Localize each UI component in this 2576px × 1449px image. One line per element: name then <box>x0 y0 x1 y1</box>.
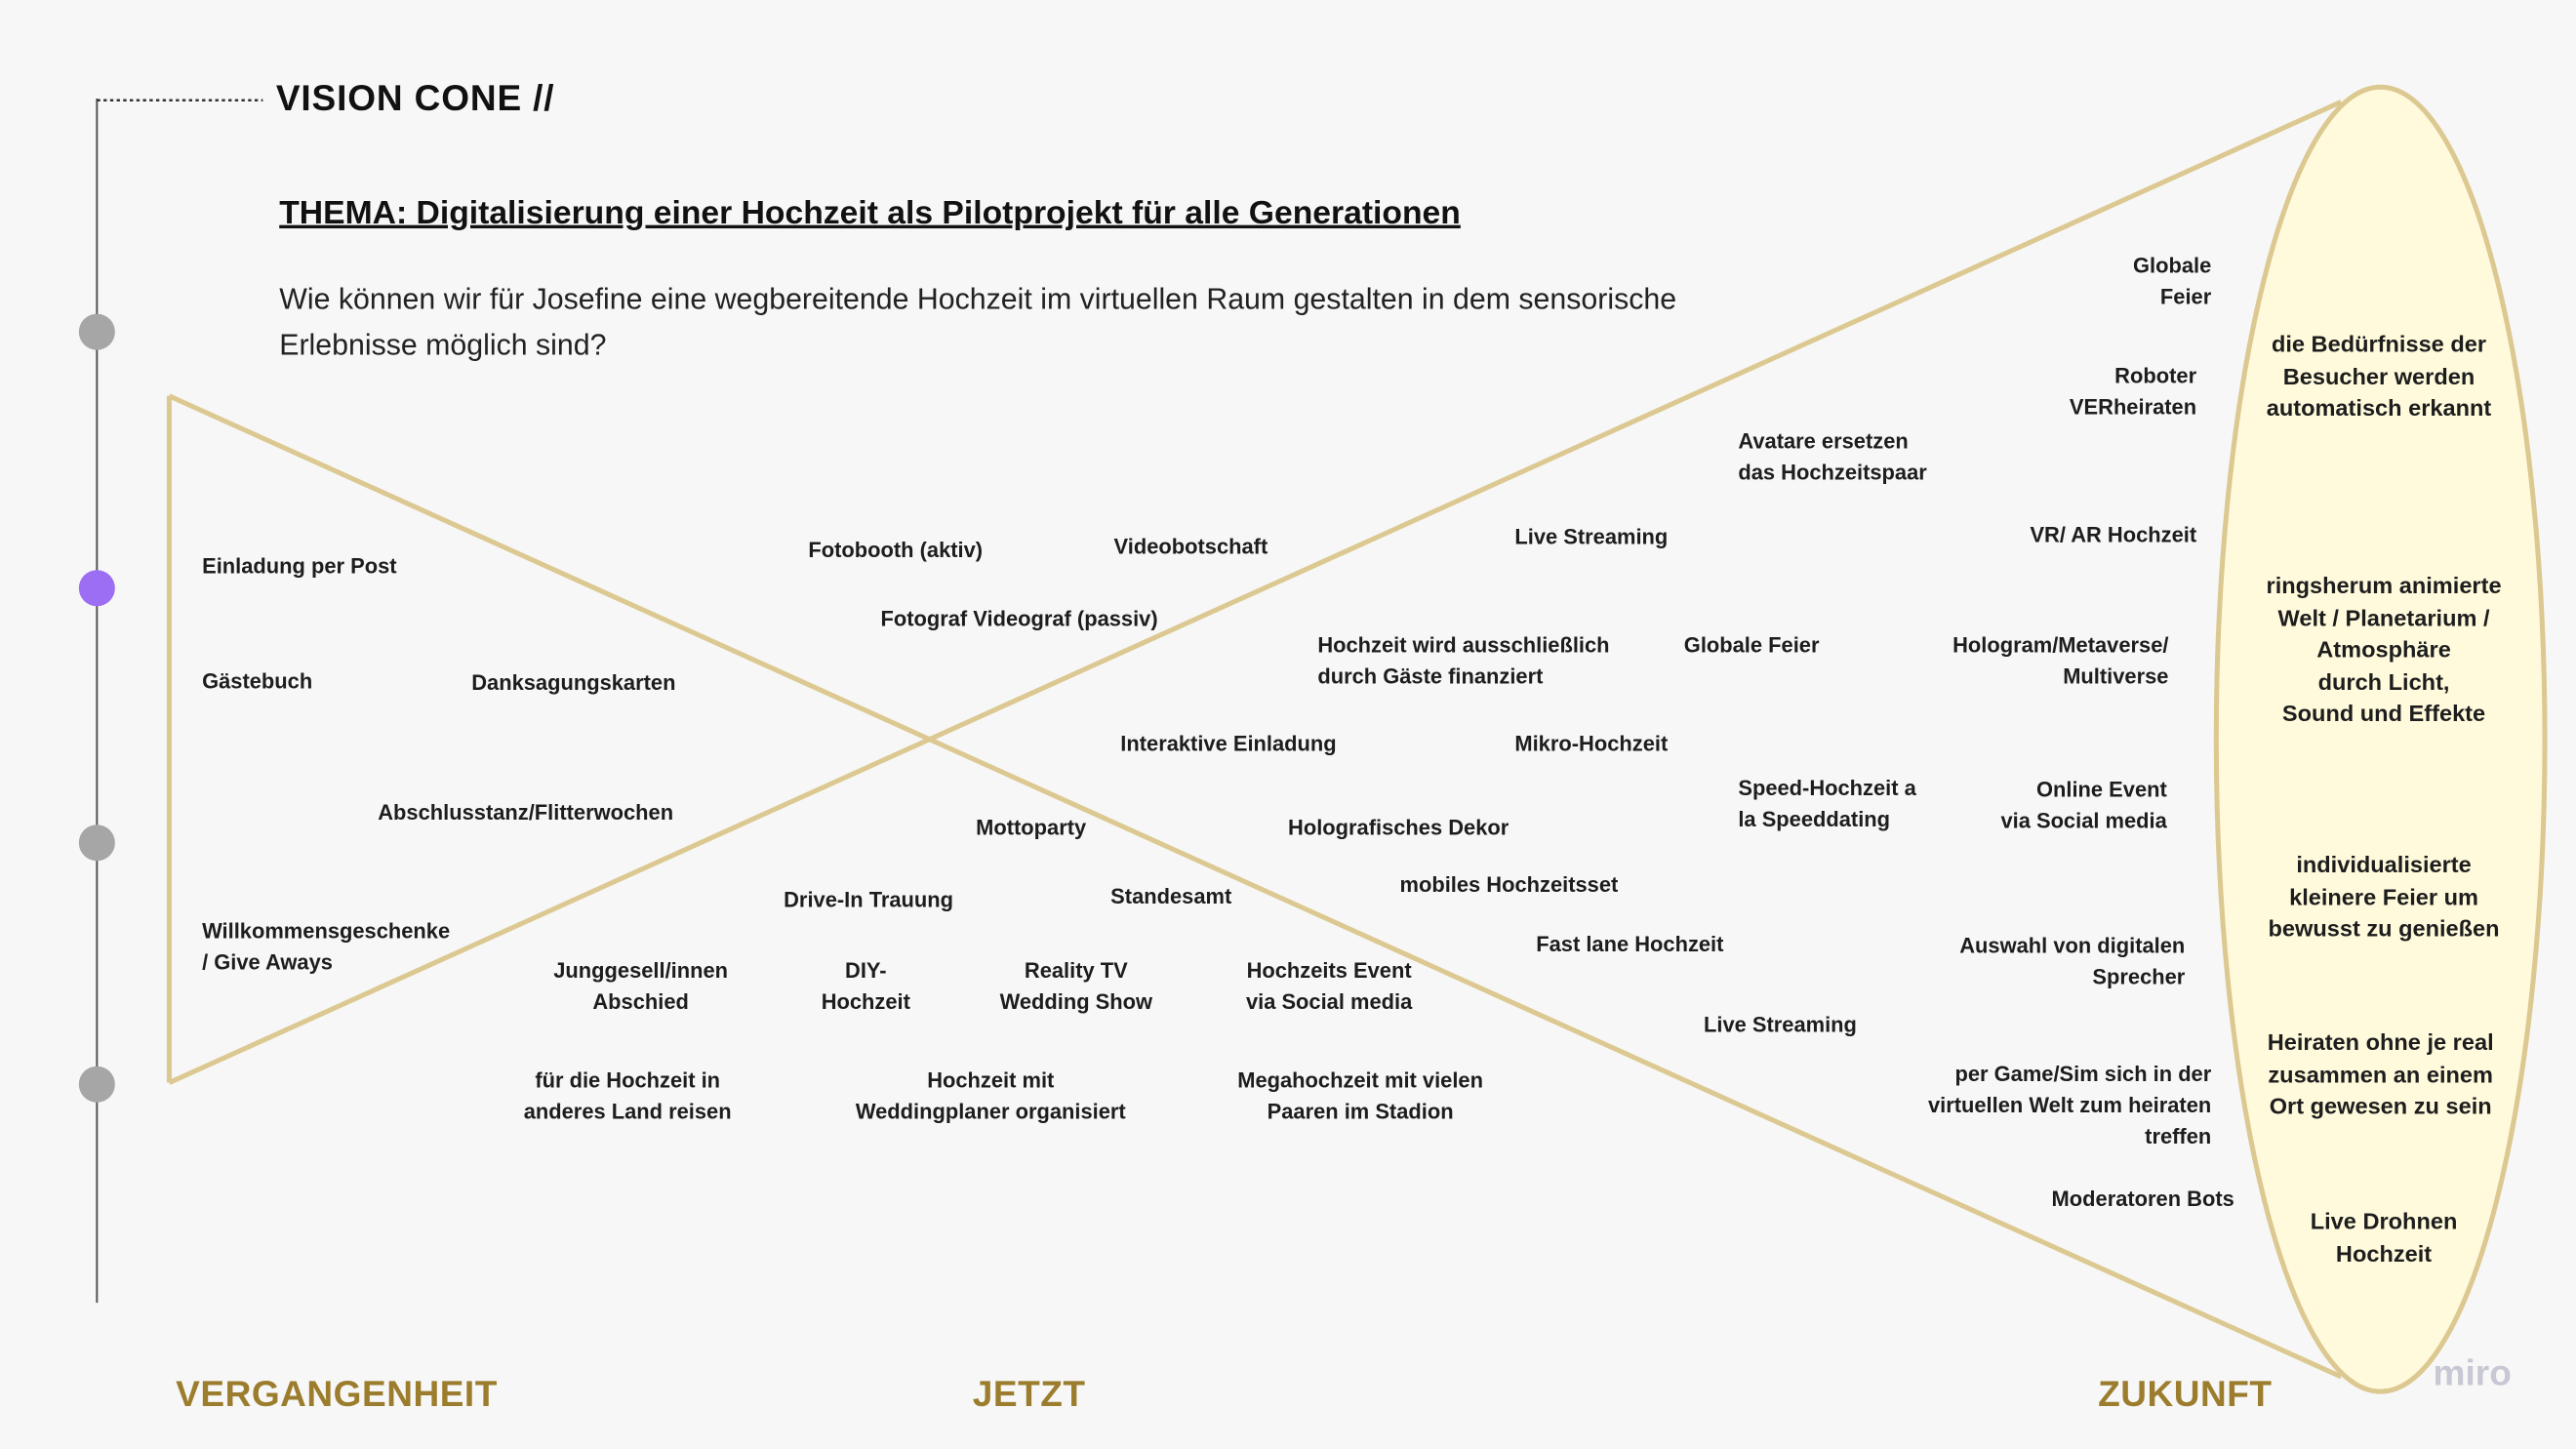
idea-note[interactable]: Hochzeit wird ausschließlich durch Gäste… <box>1317 632 1610 689</box>
idea-note[interactable]: Junggesell/innen Abschied <box>553 957 729 1014</box>
phase-label-now: JETZT <box>972 1373 1086 1415</box>
cone-line-down <box>168 393 2343 1380</box>
idea-note[interactable]: Hochzeit mit Weddingplaner organisiert <box>855 1067 1126 1124</box>
idea-note[interactable]: Hologram/Metaverse/ Multiverse <box>1952 632 2169 689</box>
idea-note[interactable]: DIY- Hochzeit <box>821 957 910 1014</box>
idea-note[interactable]: Willkommensgeschenke / Give Aways <box>202 918 451 975</box>
phase-label-future: ZUKUNFT <box>2098 1373 2273 1415</box>
idea-note[interactable]: Interaktive Einladung <box>1120 731 1337 756</box>
timeline-dot <box>78 1066 115 1103</box>
vision-note[interactable]: Live Drohnen Hochzeit <box>2310 1207 2458 1267</box>
idea-note[interactable]: Globale Feier <box>2132 253 2212 309</box>
idea-note[interactable]: Live Streaming <box>1514 524 1669 549</box>
idea-note[interactable]: Reality TV Wedding Show <box>999 957 1153 1014</box>
vision-note[interactable]: ringsherum animierte Welt / Planetarium … <box>2266 571 2502 727</box>
idea-note[interactable]: per Game/Sim sich in der virtuellen Welt… <box>1927 1061 2212 1148</box>
idea-note[interactable]: Abschlusstanz/Flitterwochen <box>378 799 674 825</box>
topic-heading: THEMA: Digitalisierung einer Hochzeit al… <box>279 195 1461 232</box>
idea-note[interactable]: Einladung per Post <box>202 553 397 579</box>
idea-note[interactable]: Hochzeits Event via Social media <box>1245 957 1413 1014</box>
idea-note[interactable]: Drive-In Trauung <box>784 887 954 912</box>
vision-note[interactable]: die Bedürfnisse der Besucher werden auto… <box>2266 330 2492 422</box>
idea-note[interactable]: Standesamt <box>1110 883 1232 909</box>
idea-note[interactable]: Mikro-Hochzeit <box>1514 731 1669 756</box>
idea-note[interactable]: für die Hochzeit in anderes Land reisen <box>523 1067 732 1124</box>
idea-note[interactable]: Videobotschaft <box>1113 534 1268 559</box>
idea-note[interactable]: Auswahl von digitalen Sprecher <box>1959 933 2186 989</box>
idea-note[interactable]: Fotobooth (aktiv) <box>808 537 984 562</box>
board-title: VISION CONE // <box>275 77 555 119</box>
cone-line-up <box>168 100 2343 1085</box>
idea-note[interactable]: Mottoparty <box>976 815 1087 840</box>
timeline-dot <box>78 825 115 862</box>
idea-note[interactable]: mobiles Hochzeitsset <box>1399 872 1619 898</box>
vision-note[interactable]: Heiraten ohne je real zusammen an einem … <box>2267 1027 2494 1119</box>
miro-watermark: miro <box>2433 1351 2512 1393</box>
idea-note[interactable]: Globale Feier <box>1683 632 1820 658</box>
idea-note[interactable]: Avatare ersetzen das Hochzeitspaar <box>1738 428 1927 485</box>
idea-note[interactable]: Gästebuch <box>202 668 313 694</box>
phase-label-past: VERGANGENHEIT <box>176 1373 498 1415</box>
timeline-dot-active <box>78 570 115 607</box>
future-vision-ellipse <box>2213 84 2548 1394</box>
idea-note[interactable]: Danksagungskarten <box>471 669 676 696</box>
idea-note[interactable]: Fotograf Videograf (passiv) <box>880 606 1158 631</box>
idea-note[interactable]: Megahochzeit mit vielen Paaren im Stadio… <box>1237 1067 1483 1124</box>
idea-note[interactable]: Roboter VERheiraten <box>2069 363 2197 420</box>
vision-note[interactable]: individualisierte kleinere Feier um bewu… <box>2268 851 2500 942</box>
timeline-dot <box>78 313 115 350</box>
idea-note[interactable]: Fast lane Hochzeit <box>1536 931 1724 956</box>
idea-note[interactable]: Holografisches Dekor <box>1288 815 1509 840</box>
how-might-we-question: Wie können wir für Josefine eine wegbere… <box>279 282 1677 362</box>
idea-note[interactable]: Live Streaming <box>1703 1012 1857 1037</box>
idea-note[interactable]: Online Event via Social media <box>2000 777 2167 833</box>
idea-note[interactable]: Moderatoren Bots <box>2051 1186 2234 1211</box>
idea-note[interactable]: Speed-Hochzeit a la Speeddating <box>1738 775 1916 831</box>
idea-note[interactable]: VR/ AR Hochzeit <box>2030 522 2197 547</box>
